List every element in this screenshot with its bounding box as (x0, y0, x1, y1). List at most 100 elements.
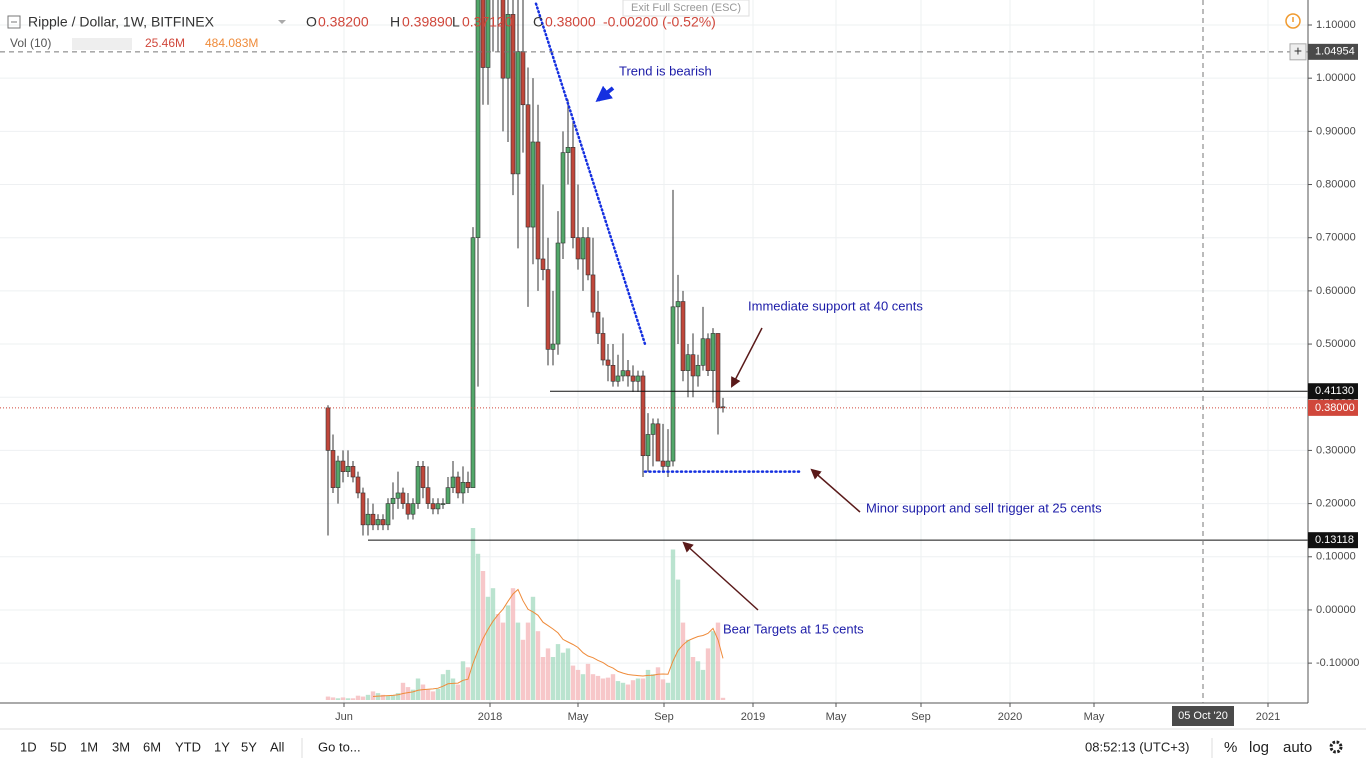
candle-body (660, 460, 666, 467)
volume-bar (665, 682, 671, 700)
x-tick-label: Sep (911, 711, 931, 723)
candle-body (485, 0, 491, 68)
ohlc-value: 0.38000 (545, 14, 596, 30)
candle-body (475, 0, 481, 239)
y-tick-label: 0.10000 (1316, 551, 1356, 563)
ohlc-value: 0.37120 (462, 14, 513, 30)
clock: 08:52:13 (UTC+3) (1085, 739, 1189, 754)
current-price-box (1308, 399, 1358, 416)
volume-bar (510, 588, 516, 700)
dropdown[interactable] (278, 20, 286, 24)
candle-body (585, 237, 591, 276)
candle-body (350, 466, 356, 478)
volume-bar (435, 688, 441, 700)
y-tick-label: 0.70000 (1316, 232, 1356, 244)
range-button[interactable]: 5Y (241, 739, 257, 754)
candle-body (580, 237, 586, 260)
range-button[interactable]: All (270, 739, 285, 754)
y-tick-label: 0.30000 (1316, 444, 1356, 456)
auto-toggle[interactable]: auto (1283, 739, 1312, 756)
candle-body (430, 503, 436, 510)
volume-bar (410, 689, 416, 700)
volume-bar (350, 698, 356, 700)
volume-bar (630, 680, 636, 700)
volume-bar (495, 614, 501, 700)
volume-bar (325, 696, 331, 700)
volume-bar (520, 639, 526, 700)
volume-bar (380, 694, 386, 700)
price-axis: 1.10000 1.00000 0.90000 0.80000 0.70000 0.600… (1289, 19, 1359, 669)
candle-body (440, 503, 446, 505)
percent-toggle[interactable]: % (1224, 739, 1237, 756)
volume-bar (500, 622, 506, 700)
volume-bar (455, 684, 461, 700)
candle-body (415, 466, 421, 504)
candle-body (595, 311, 601, 334)
crosshair-date-box (1172, 706, 1234, 726)
candle-body (425, 487, 431, 504)
change: -0.00200 (-0.52%) (603, 14, 716, 30)
candle-body (465, 482, 471, 488)
candle-body (390, 497, 396, 504)
candle-body (560, 152, 566, 244)
volume-bar (640, 678, 646, 700)
volume-bar (365, 694, 371, 700)
volume-bar (560, 652, 566, 700)
time-axis: Jun 2018 May Sep 2019 May Sep 2020 May 2021 05 Oct… (335, 703, 1280, 726)
candle-body (600, 333, 606, 361)
exit-fullscreen[interactable] (622, 0, 750, 17)
indicator-buttons[interactable] (72, 38, 132, 50)
candle-body (645, 434, 651, 457)
candle-body (655, 423, 661, 462)
volume-bar (470, 528, 476, 700)
log-toggle[interactable]: log (1249, 739, 1269, 756)
volume-bar (485, 596, 491, 700)
volume-bar (540, 657, 546, 700)
arrow (682, 541, 759, 611)
volume-bar (615, 681, 621, 700)
volume-bar (635, 678, 641, 700)
x-tick-label: 2019 (741, 711, 765, 723)
crosshair-plus[interactable] (1289, 43, 1307, 61)
candle-body (700, 338, 706, 366)
x-tick-label: May (1084, 711, 1105, 723)
range-button[interactable]: 5D (50, 739, 67, 754)
volume-value: 25.46M (145, 36, 185, 50)
candle-body (675, 301, 681, 308)
range-button[interactable]: 1M (80, 739, 98, 754)
volume-bar (545, 648, 551, 700)
candle-body (505, 14, 511, 79)
warning-icon[interactable] (1285, 13, 1301, 29)
collapse-icon[interactable] (7, 15, 21, 29)
candle-body (550, 343, 556, 350)
range-button[interactable]: 3M (112, 739, 130, 754)
candle-body (535, 141, 541, 260)
range-button[interactable]: 6M (143, 739, 161, 754)
candle-body (500, 0, 506, 79)
range-button[interactable]: YTD (175, 739, 201, 754)
volume-bar (505, 605, 511, 700)
range-button[interactable]: 1Y (214, 739, 230, 754)
candle-body (590, 274, 596, 313)
candle-body (620, 370, 626, 377)
volume-bar (370, 691, 376, 700)
volume-bar (415, 678, 421, 700)
y-tick-label: 0.00000 (1316, 604, 1356, 616)
candles (325, 0, 726, 536)
settings-icon[interactable] (1329, 740, 1343, 754)
candle-body (695, 365, 701, 377)
volume-bar (710, 631, 716, 700)
volume-bar (580, 674, 586, 700)
volume-bar (420, 684, 426, 700)
candle-body (435, 503, 441, 510)
candle-body (640, 375, 646, 457)
volume-pane (325, 528, 726, 700)
candle-body (400, 492, 406, 504)
annotation: Trend is bearish (619, 63, 712, 78)
volume-bar (660, 679, 666, 700)
volume-bar (610, 674, 616, 700)
candle-body (610, 365, 616, 382)
goto-button[interactable]: Go to... (318, 739, 361, 754)
range-button[interactable]: 1D (20, 739, 37, 754)
